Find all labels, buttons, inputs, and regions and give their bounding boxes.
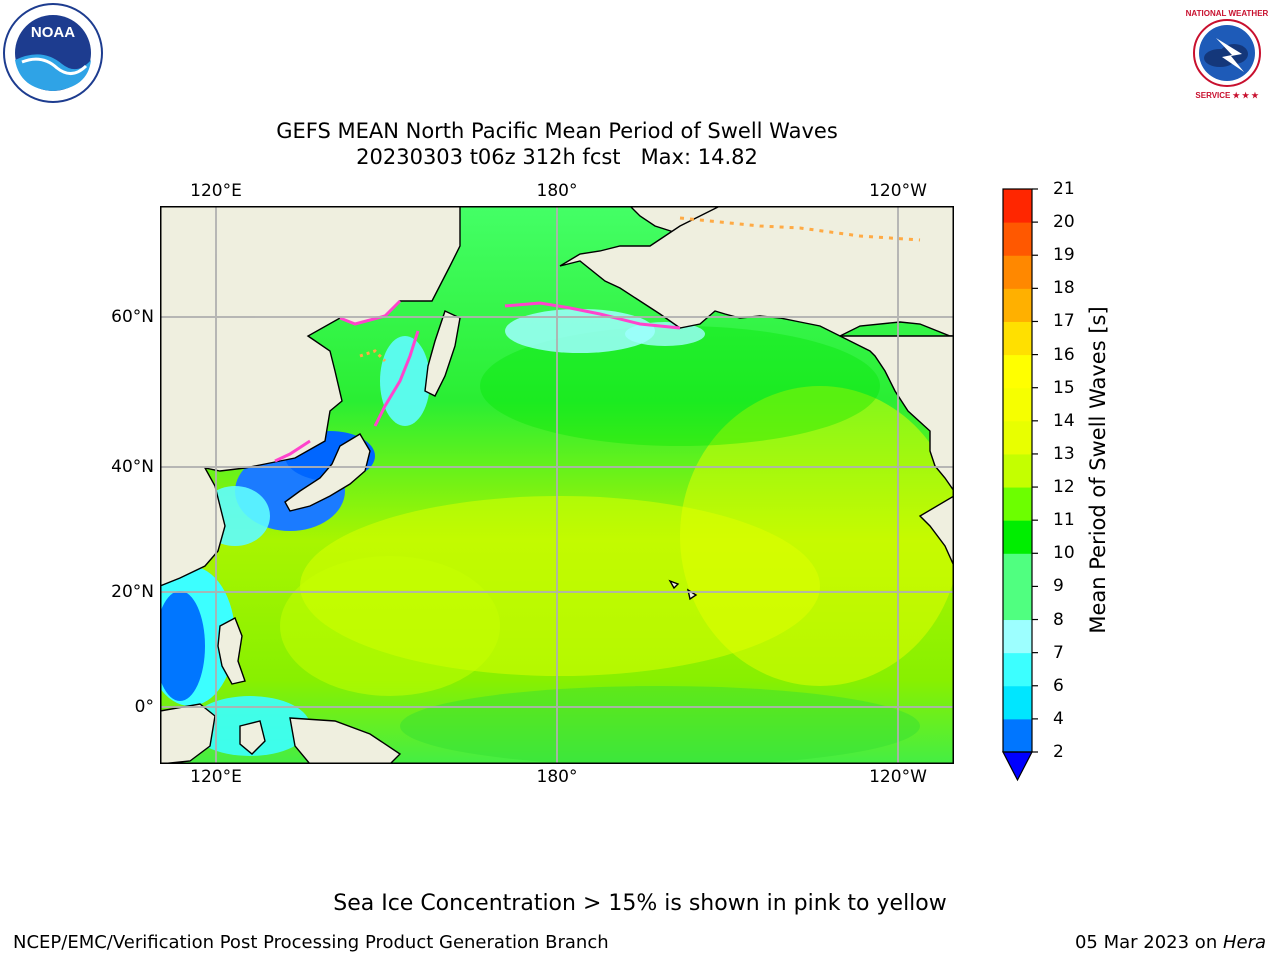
- lon-label-bottom: 180°: [536, 767, 578, 787]
- swell-region: [625, 322, 705, 346]
- colorbar-label: Mean Period of Swell Waves [s]: [1086, 306, 1110, 634]
- swell-region: [680, 386, 954, 686]
- colorbar-tick-label: 20: [1053, 212, 1075, 233]
- colorbar-tick-label: 11: [1053, 510, 1075, 531]
- swell-region: [480, 326, 880, 446]
- lon-label-top: 180°: [536, 181, 578, 201]
- sea-ice-note: Sea Ice Concentration > 15% is shown in …: [333, 891, 947, 916]
- colorbar-segment: [1003, 520, 1032, 554]
- colorbar-segment: [1003, 354, 1032, 389]
- lon-label-top: 120°W: [869, 181, 927, 201]
- land-sulawesi: [239, 720, 266, 755]
- colorbar-segment: [1003, 652, 1032, 687]
- map-subtitle: 20230303 t06z 312h fcst Max: 14.82: [356, 145, 758, 169]
- colorbar: [1002, 188, 1038, 782]
- colorbar-tick-label: 9: [1053, 576, 1064, 597]
- lat-label: 0°: [134, 697, 154, 717]
- svg-text:NATIONAL WEATHER: NATIONAL WEATHER: [1186, 9, 1269, 18]
- land-alaska: [559, 206, 954, 337]
- colorbar-segment: [1003, 586, 1032, 621]
- lon-label-bottom: 120°E: [190, 767, 242, 787]
- colorbar-tick-label: 7: [1053, 642, 1064, 663]
- footer-date: 05 Mar 2023 on Hera: [1075, 932, 1266, 954]
- colorbar-segment: [1003, 222, 1032, 256]
- colorbar-segment: [1003, 718, 1032, 753]
- swell-region: [400, 686, 920, 764]
- land-japan: [284, 433, 371, 512]
- land-new-guinea: [289, 717, 402, 764]
- colorbar-segment: [1003, 487, 1032, 521]
- colorbar-tick-label: 15: [1053, 377, 1075, 398]
- svg-text:SERVICE ★ ★ ★: SERVICE ★ ★ ★: [1195, 91, 1259, 100]
- colorbar-tick-label: 21: [1053, 179, 1075, 199]
- colorbar-tick-label: 6: [1053, 675, 1064, 696]
- colorbar-tick-label: 19: [1053, 245, 1075, 266]
- colorbar-tick-label: 14: [1053, 410, 1075, 431]
- colorbar-segment: [1003, 453, 1032, 488]
- sea-ice-edge: [679, 216, 921, 242]
- sea-ice-edge: [359, 349, 387, 363]
- colorbar-tick-label: 10: [1053, 543, 1075, 564]
- swell-region: [160, 591, 205, 701]
- land-kamchatka: [424, 310, 461, 397]
- footer-machine: Hera: [1222, 932, 1266, 953]
- footer-date-text: 05 Mar 2023 on: [1074, 932, 1223, 953]
- colorbar-tick-label: 18: [1053, 278, 1075, 299]
- swell-region: [380, 336, 430, 426]
- colorbar-tick-label: 8: [1053, 609, 1064, 630]
- sea-ice-edge: [504, 301, 681, 330]
- nws-logo: NATIONAL WEATHER SERVICE ★ ★ ★: [1178, 4, 1276, 102]
- colorbar-segment: [1003, 420, 1032, 455]
- colorbar-segment: [1003, 387, 1032, 422]
- colorbar-tick-label: 13: [1053, 443, 1075, 464]
- land-west-coast: [839, 335, 954, 493]
- land-hawaii: [668, 579, 680, 590]
- colorbar-segment: [1003, 288, 1032, 322]
- noaa-logo: NOAA: [3, 3, 103, 103]
- lon-label-top: 120°E: [190, 181, 242, 201]
- colorbar-segment: [1003, 553, 1032, 587]
- sea-ice-edge: [339, 299, 402, 326]
- swell-region: [505, 309, 655, 353]
- land-asia: [160, 206, 461, 587]
- map-panel: [160, 206, 954, 764]
- footer-credit: NCEP/EMC/Verification Post Processing Pr…: [13, 932, 609, 953]
- colorbar-segment: [1003, 321, 1032, 356]
- sea-ice-edge: [274, 439, 311, 463]
- colorbar-segment: [1003, 685, 1032, 720]
- lat-label: 40°N: [111, 457, 154, 477]
- colorbar-tick-label: 4: [1053, 708, 1064, 729]
- colorbar-segment: [1003, 255, 1032, 289]
- lat-label: 60°N: [111, 307, 154, 327]
- colorbar-segment: [1003, 189, 1032, 223]
- colorbar-tick-label: 2: [1053, 742, 1064, 762]
- swell-region: [280, 556, 500, 696]
- land-philippines: [217, 617, 246, 685]
- land-baja: [918, 495, 954, 567]
- map-title: GEFS MEAN North Pacific Mean Period of S…: [276, 119, 838, 143]
- colorbar-segment: [1003, 619, 1032, 654]
- lon-label-bottom: 120°W: [869, 767, 927, 787]
- colorbar-tick-label: 12: [1053, 477, 1075, 498]
- noaa-logo-text: NOAA: [31, 24, 75, 41]
- land-borneo: [160, 703, 216, 764]
- colorbar-tick-label: 16: [1053, 344, 1075, 365]
- colorbar-extend: [1002, 751, 1033, 782]
- lat-label: 20°N: [111, 582, 154, 602]
- colorbar-tick-label: 17: [1053, 311, 1075, 332]
- sea-ice-edge: [373, 330, 420, 427]
